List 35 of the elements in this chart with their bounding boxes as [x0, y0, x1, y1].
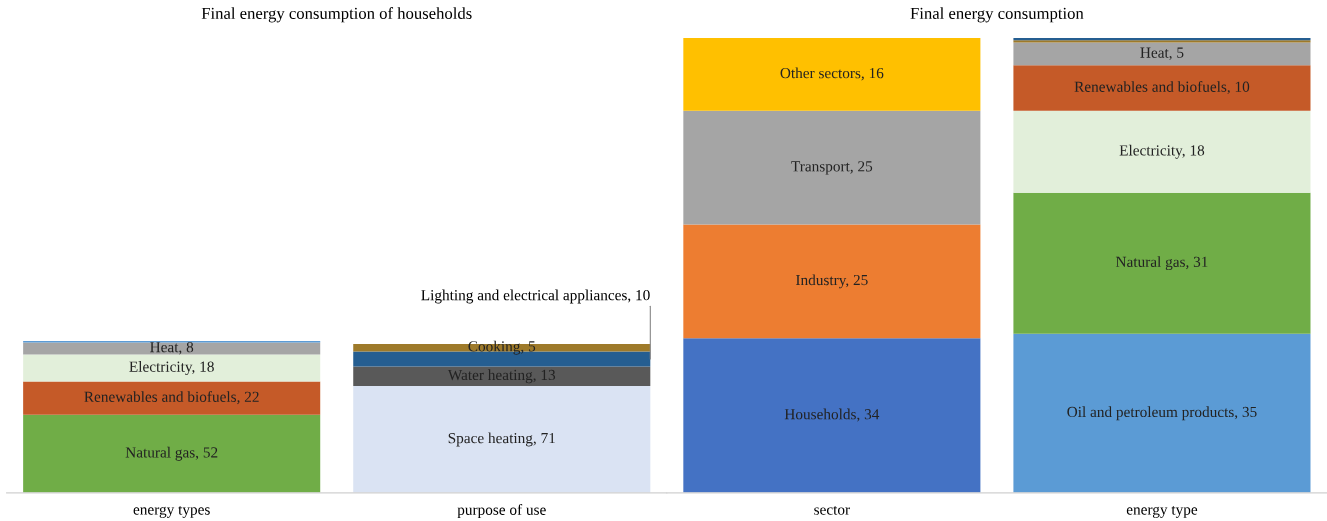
bar	[353, 366, 651, 387]
data-label: Space heating, 71	[448, 432, 555, 447]
bar	[683, 38, 981, 111]
bar	[23, 354, 321, 382]
data-label: Industry, 25	[795, 274, 868, 289]
bar	[683, 338, 981, 493]
data-label: Renewables and biofuels, 10	[1074, 80, 1250, 95]
chart-title: Final energy consumption	[910, 7, 1084, 23]
data-label: Households, 34	[784, 408, 880, 422]
data-label: Transport, 25	[791, 161, 873, 175]
data-label: Renewables and biofuels, 22	[84, 391, 259, 405]
chart-title: Final energy consumption of households	[201, 7, 472, 23]
data-label: Electricity, 18	[1119, 144, 1205, 159]
data-label: Natural gas, 31	[1115, 256, 1208, 271]
data-label: Natural gas, 52	[125, 446, 218, 461]
data-label: Other sectors, 16	[780, 67, 884, 81]
bar	[683, 224, 981, 339]
x-tick-label: sector	[814, 505, 850, 515]
bar	[1013, 42, 1311, 66]
bar	[1013, 110, 1311, 193]
x-tick-label: purpose of use	[457, 503, 546, 518]
text: Lighting and electrical appliances, 10	[421, 289, 650, 304]
bar	[1013, 65, 1311, 111]
bar	[23, 414, 321, 493]
data-label: Heat, 5	[1140, 47, 1184, 60]
data-label: Oil and petroleum products, 35	[1067, 406, 1257, 421]
data-label: Heat, 8	[150, 341, 194, 355]
bar	[1013, 333, 1311, 493]
bar	[1013, 192, 1311, 334]
x-tick-label: energy types	[133, 505, 210, 518]
data-label: Electricity, 18	[129, 361, 214, 375]
bar	[23, 342, 321, 355]
x-tick-label: energy type	[1126, 505, 1198, 518]
bar	[23, 381, 321, 415]
bar	[353, 386, 651, 493]
